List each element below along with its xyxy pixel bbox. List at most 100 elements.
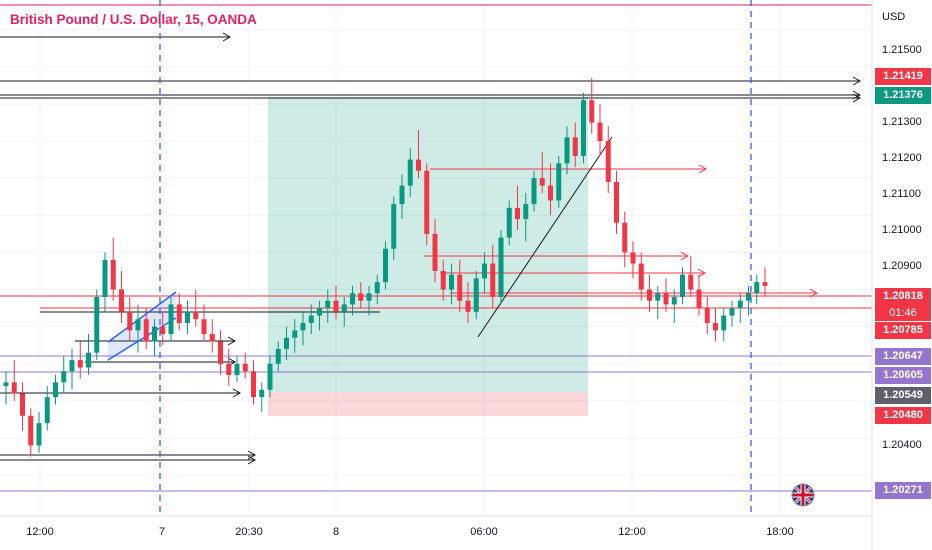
- candle-down: [589, 100, 595, 123]
- candle-up: [449, 274, 454, 290]
- candle-up: [366, 293, 372, 301]
- candle-down: [515, 207, 520, 220]
- price-tag[interactable]: 1.20549: [875, 387, 931, 404]
- candle-up: [531, 178, 537, 205]
- y-tick-label: 1.21100: [882, 188, 921, 200]
- price-tag[interactable]: 1.21419: [875, 68, 931, 85]
- candle-up: [581, 100, 586, 156]
- x-tick-label: 12:00: [26, 526, 54, 538]
- price-tag[interactable]: 1.20480: [875, 407, 931, 424]
- resistance-line-arrowhead: [852, 93, 862, 103]
- candle-down: [572, 137, 578, 156]
- candle-up: [391, 204, 397, 249]
- candle-up: [168, 304, 174, 335]
- candle-up: [374, 282, 380, 294]
- candle-up: [44, 397, 50, 424]
- price-tag[interactable]: 1.20271: [875, 482, 931, 499]
- candle-up: [498, 237, 504, 297]
- candle-down: [127, 311, 133, 331]
- candle-up: [737, 300, 743, 309]
- candle-up: [325, 300, 331, 309]
- price-tag[interactable]: 1.20785: [875, 322, 931, 339]
- trend-line: [477, 136, 613, 338]
- ray-line-arrowhead: [227, 336, 237, 346]
- candle-down: [614, 181, 619, 223]
- candle-down: [416, 159, 421, 171]
- candle-up: [308, 315, 314, 323]
- x-tick-label: 18:00: [766, 526, 794, 538]
- candle-up: [729, 308, 735, 316]
- candle-down: [457, 274, 463, 301]
- candle-up: [746, 293, 751, 301]
- candle-up: [383, 248, 388, 283]
- ray-line-arrowhead: [222, 32, 232, 42]
- target-zone: [268, 97, 588, 392]
- candle-down: [28, 415, 34, 446]
- candle-down: [548, 185, 553, 201]
- candle-up: [556, 163, 562, 201]
- candle-down: [630, 252, 636, 264]
- resistance-line-arrowhead: [852, 76, 862, 86]
- candle-down: [663, 293, 669, 305]
- x-tick-label: 20:30: [235, 526, 263, 538]
- candle-down: [622, 222, 628, 253]
- y-tick-label: 1.21200: [882, 152, 922, 164]
- candle-down: [704, 308, 710, 323]
- candle-up: [284, 337, 289, 349]
- bar-countdown: 01:46: [875, 305, 931, 321]
- ray-line-arrowhead: [232, 388, 242, 398]
- candle-down: [713, 322, 718, 331]
- price-tag[interactable]: 1.20605: [875, 367, 931, 384]
- candle-up: [680, 274, 685, 297]
- candle-up: [721, 315, 727, 331]
- price-tag-current[interactable]: 1.20818: [875, 288, 931, 305]
- candle-up: [259, 389, 265, 398]
- y-tick-label: 1.21300: [882, 116, 922, 128]
- x-tick-label: 8: [332, 526, 340, 538]
- candle-down: [218, 341, 223, 364]
- candle-up: [399, 185, 405, 205]
- stop-zone: [268, 392, 588, 416]
- candle-up: [135, 319, 141, 331]
- chart-title: British Pound / U.S. Dollar, 15, OANDA: [10, 12, 257, 27]
- candle-up: [267, 363, 273, 390]
- candles: [3, 77, 768, 457]
- target-ray-arrowhead: [809, 288, 819, 298]
- candle-down: [242, 363, 248, 372]
- candle-up: [350, 293, 355, 305]
- candle-down: [160, 326, 166, 335]
- uk-flag-icon[interactable]: [791, 483, 815, 507]
- candle-down: [358, 293, 364, 301]
- candle-up: [234, 363, 240, 375]
- candle-down: [688, 274, 694, 290]
- x-tick-label: 12:00: [618, 526, 646, 538]
- candle-down: [11, 382, 17, 394]
- candle-up: [407, 159, 413, 186]
- candle-up: [36, 423, 42, 446]
- channel-line: [107, 291, 177, 343]
- candle-up: [3, 382, 9, 387]
- drawing-objects[interactable]: [0, 0, 872, 516]
- target-ray-arrowhead: [680, 251, 690, 261]
- candle-down: [143, 319, 149, 342]
- y-tick-label: 1.21000: [882, 224, 922, 236]
- candle-down: [762, 282, 768, 286]
- candle-down: [333, 300, 339, 312]
- candle-up: [152, 326, 157, 342]
- candle-down: [465, 300, 471, 312]
- candle-down: [176, 304, 182, 323]
- candle-down: [696, 289, 702, 309]
- candle-down: [440, 270, 446, 290]
- candle-down: [209, 334, 215, 342]
- candle-up: [69, 360, 75, 372]
- candle-down: [110, 259, 116, 290]
- price-tag[interactable]: 1.20647: [875, 348, 931, 365]
- candle-up: [61, 371, 67, 383]
- candle-down: [647, 289, 652, 301]
- candle-down: [251, 371, 256, 398]
- candle-up: [341, 304, 347, 312]
- candle-up: [94, 296, 100, 353]
- price-tag[interactable]: 1.21376: [875, 87, 931, 104]
- candle-down: [424, 170, 430, 234]
